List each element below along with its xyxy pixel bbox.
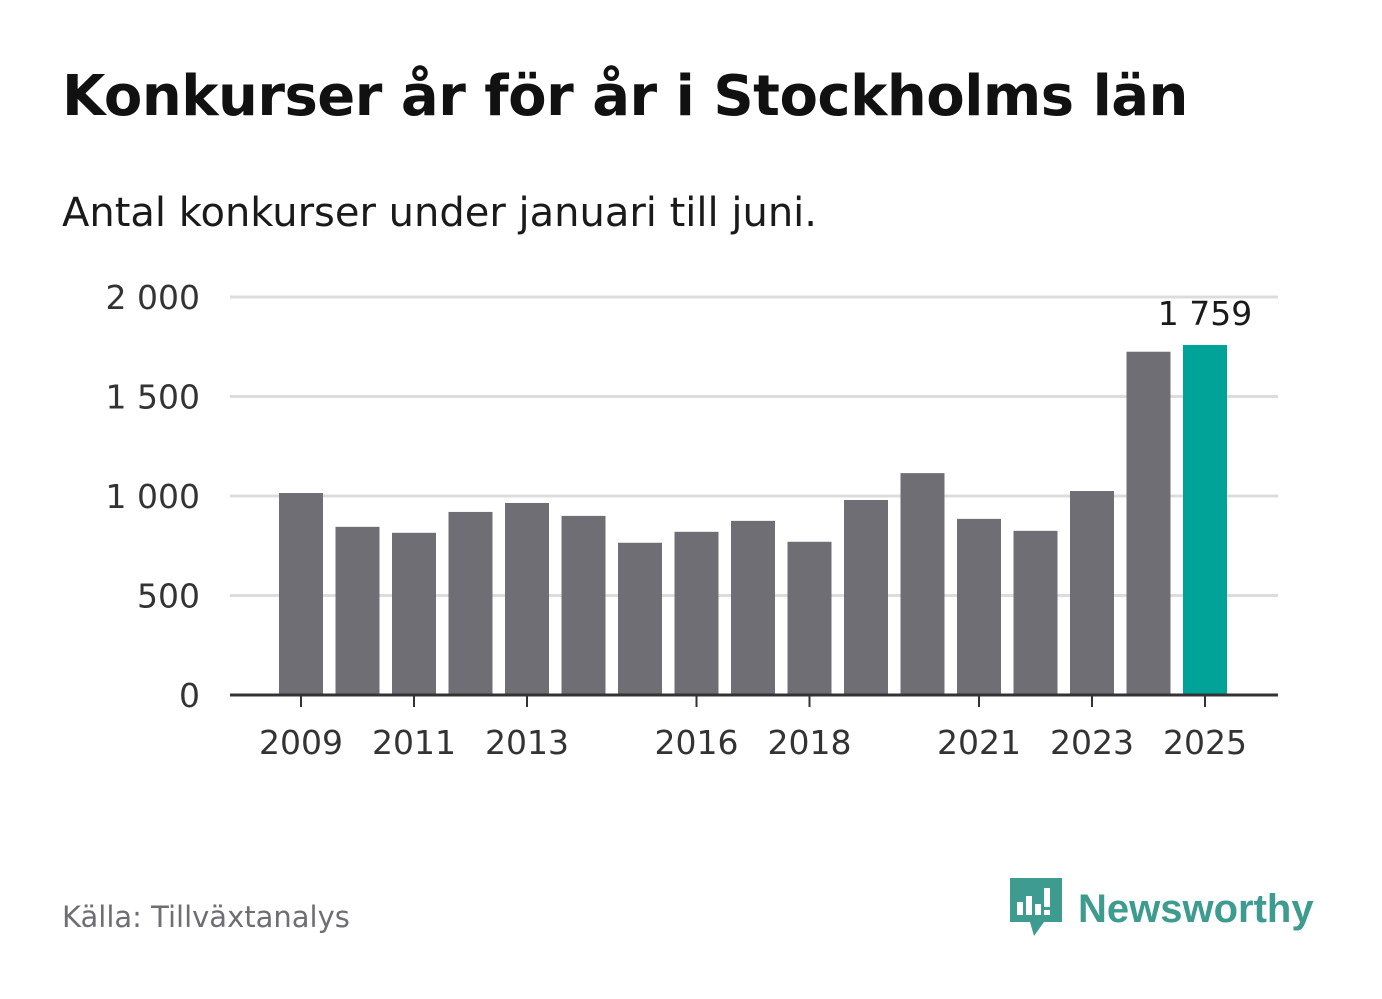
- bar: [1070, 491, 1114, 695]
- x-tick-label: 2013: [485, 723, 569, 762]
- bar: [618, 542, 662, 695]
- bar: [1126, 351, 1171, 695]
- bar: [561, 515, 606, 695]
- brand-name: Newsworthy: [1078, 886, 1314, 931]
- x-tick-label: 2016: [655, 723, 739, 762]
- bar: [844, 499, 888, 695]
- x-tick-label: 2025: [1163, 723, 1247, 762]
- bar: [957, 518, 1001, 695]
- y-tick-label: 1 500: [106, 378, 200, 417]
- x-tick-label: 2011: [372, 723, 456, 762]
- x-tick-label: 2009: [259, 723, 343, 762]
- bar: [505, 502, 549, 695]
- y-tick-label: 500: [137, 577, 200, 616]
- source-label: Källa: Tillväxtanalys: [62, 900, 350, 934]
- y-tick-label: 0: [179, 676, 200, 715]
- x-tick-label: 2018: [768, 723, 852, 762]
- bar: [392, 532, 436, 695]
- bar: [674, 531, 719, 695]
- chart-title: Konkurser år för år i Stockholms län: [62, 64, 1188, 129]
- data-label: 1 759: [1158, 294, 1252, 333]
- bar: [1013, 530, 1058, 695]
- x-tick-label: 2023: [1050, 723, 1134, 762]
- bar: [787, 541, 832, 695]
- bar: [335, 526, 380, 695]
- y-tick-label: 2 000: [106, 278, 200, 317]
- brand-logo: Newsworthy: [1010, 878, 1314, 940]
- bar-highlight: [1183, 344, 1227, 695]
- bar: [731, 520, 775, 695]
- bar: [900, 473, 945, 695]
- y-tick-label: 1 000: [106, 477, 200, 516]
- bar: [279, 493, 323, 695]
- newsworthy-logo-icon: [1010, 878, 1062, 936]
- bar: [448, 511, 493, 695]
- x-tick-label: 2021: [937, 723, 1021, 762]
- chart-subtitle: Antal konkurser under januari till juni.: [62, 190, 817, 236]
